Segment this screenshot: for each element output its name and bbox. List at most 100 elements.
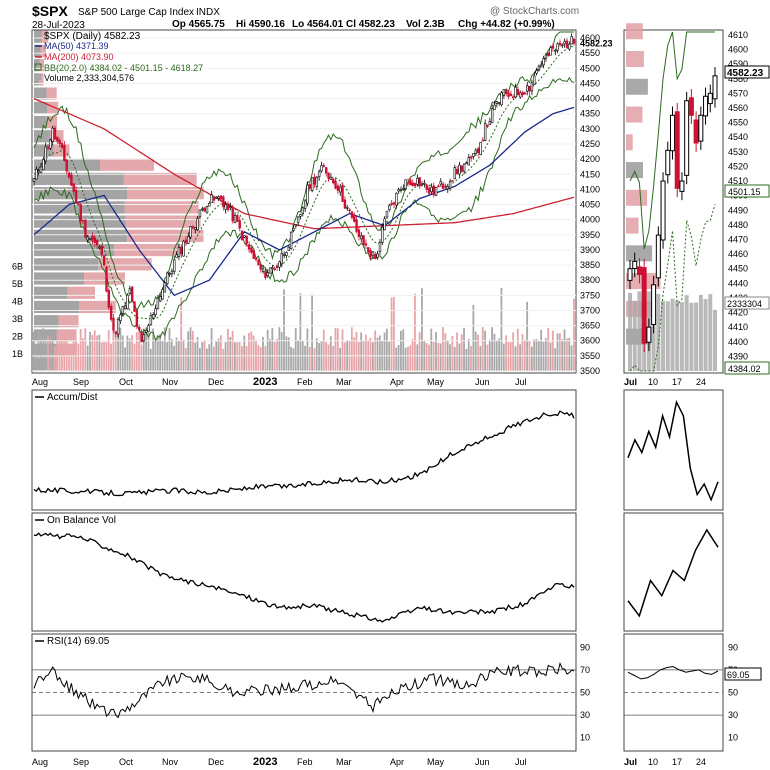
bb-upper-line xyxy=(33,31,574,312)
volume-bars xyxy=(33,288,575,371)
candle-body xyxy=(425,185,428,190)
candle-body xyxy=(60,142,64,148)
candle-body xyxy=(142,334,146,341)
volume-bar xyxy=(491,327,493,371)
volume-bar xyxy=(568,338,571,371)
volume-bar xyxy=(210,328,213,371)
volume-by-price-bar xyxy=(34,101,48,114)
price-tick-label: 4200 xyxy=(580,154,600,164)
candle-body xyxy=(135,310,139,327)
volume-bar xyxy=(82,338,84,371)
price-tick-label: 4300 xyxy=(580,124,600,134)
candle-body xyxy=(173,259,176,272)
candle-body xyxy=(100,245,103,255)
rsi-tick-label: 90 xyxy=(580,642,590,652)
volume-bar xyxy=(414,293,416,371)
candle-body xyxy=(56,136,59,142)
candle-body xyxy=(147,325,150,332)
inset-tick-label: 4450 xyxy=(728,264,748,274)
volume-by-price-bar xyxy=(58,315,79,328)
chart-exchange: INDX xyxy=(196,7,220,18)
volume-bar xyxy=(220,335,222,371)
volume-bar xyxy=(114,330,117,371)
volume-bar xyxy=(514,346,517,371)
volume-bar xyxy=(505,335,508,371)
inset-tick-label: 4480 xyxy=(728,220,748,230)
inset-volume-bar xyxy=(628,292,632,371)
volume-bar xyxy=(439,343,442,371)
volume-bar xyxy=(105,341,108,371)
candle-body xyxy=(107,290,111,308)
candle-body xyxy=(472,153,475,157)
volume-bar xyxy=(474,331,477,371)
volume-bar xyxy=(402,329,405,371)
volume-bar xyxy=(509,342,512,371)
inset-volume-bar xyxy=(632,300,637,371)
candle-body xyxy=(154,308,157,315)
volume-bar xyxy=(465,348,468,371)
price-legend: $SPX (Daily) 4582.23 MA(50) 4371.39 MA(2… xyxy=(34,31,203,83)
chart-index-name: S&P 500 Large Cap Index xyxy=(78,7,194,18)
volume-bar xyxy=(156,335,159,371)
month-tick-label: Oct xyxy=(119,377,134,387)
candle-body xyxy=(336,185,340,191)
candle-body xyxy=(109,306,113,320)
candle-body xyxy=(203,207,206,212)
inset-candle-body xyxy=(632,260,638,269)
rsi-legend: RSI(14) 69.05 xyxy=(35,636,110,647)
volume-bar xyxy=(198,348,201,371)
month-tick-label: Nov xyxy=(162,377,179,387)
volume-bar xyxy=(467,338,470,371)
candle-body xyxy=(486,124,489,127)
candle-body xyxy=(509,93,513,97)
inset-tick-label: 4550 xyxy=(728,118,748,128)
volume-bar xyxy=(327,344,330,371)
volume-bar xyxy=(294,328,297,371)
candle-body xyxy=(93,237,96,244)
inset-volume-bar xyxy=(689,302,694,371)
volume-bar xyxy=(551,330,554,371)
candle-body xyxy=(280,253,283,265)
volume-bar xyxy=(224,342,227,371)
volume-bar xyxy=(213,346,215,371)
volume-bar xyxy=(117,333,119,371)
candle-body xyxy=(388,205,391,211)
volume-bar xyxy=(191,330,194,371)
candle-body xyxy=(346,207,349,209)
candle-body xyxy=(367,247,370,253)
candle-body xyxy=(570,36,573,45)
candle-body xyxy=(523,92,527,95)
volume-bar xyxy=(516,328,519,371)
volume-bar xyxy=(285,336,288,371)
month-tick-label: Sep xyxy=(73,757,89,767)
candle-body xyxy=(212,197,216,201)
month-tick-label: 2023 xyxy=(253,376,277,388)
month-tick-label: Jun xyxy=(475,377,490,387)
volume-by-price-bar xyxy=(99,158,154,171)
candle-body xyxy=(294,224,298,227)
candle-body xyxy=(229,206,232,208)
volume-bar xyxy=(369,337,372,371)
watermark: @ StockCharts.com xyxy=(490,6,579,17)
candle-body xyxy=(444,185,447,188)
candle-body xyxy=(208,202,211,207)
candle-body xyxy=(289,231,293,249)
candle-body xyxy=(91,235,94,241)
volume-bar xyxy=(163,327,166,371)
candle-body xyxy=(432,185,435,196)
volume-bar xyxy=(121,335,124,371)
volume-by-price-bar xyxy=(34,87,47,100)
volume-bar xyxy=(463,328,465,371)
volume-bar xyxy=(47,335,49,371)
candle-body xyxy=(259,264,262,270)
candle-body xyxy=(554,49,557,52)
candle-body xyxy=(334,180,337,189)
inset-date-label: 24 xyxy=(696,757,706,767)
volume-by-price-bar xyxy=(41,30,49,43)
volume-bar xyxy=(290,346,292,371)
volume-bar xyxy=(544,338,547,371)
volume-bar xyxy=(229,336,232,371)
inset-tick-label: 4490 xyxy=(728,205,748,215)
volume-bar xyxy=(58,339,61,371)
volume-by-price-bar xyxy=(67,286,96,299)
